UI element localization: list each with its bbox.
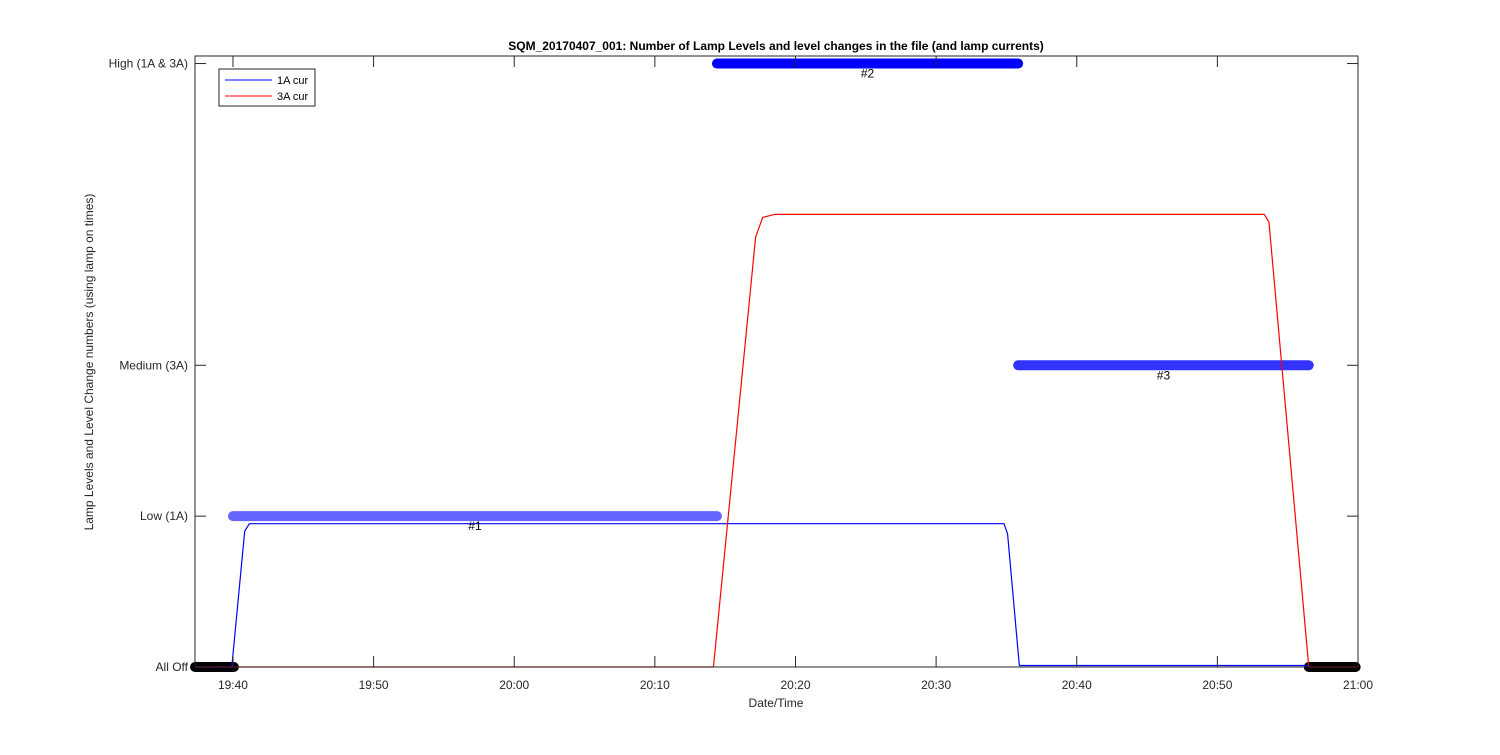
- segment-label: #1: [468, 519, 482, 533]
- y-axis-label: Lamp Levels and Level Change numbers (us…: [82, 194, 96, 531]
- y-tick-label: Medium (3A): [119, 358, 188, 372]
- x-tick-label: 20:40: [1062, 678, 1092, 692]
- chart-title: SQM_20170407_001: Number of Lamp Levels …: [508, 39, 1044, 53]
- legend-label-1a: 1A cur: [277, 75, 309, 87]
- ticks: 19:40 19:50 20:00 20:10 20:20 20:30 20:40 20:50…: [109, 56, 1373, 692]
- x-axis-label: Date/Time: [749, 696, 804, 710]
- axes-box: [194, 55, 1359, 668]
- series-line-1a-cur: [195, 523, 1309, 668]
- legend: 1A cur 3A cur: [218, 68, 316, 107]
- segment-label: #2: [861, 67, 875, 81]
- x-tick-label: 20:50: [1202, 678, 1232, 692]
- segment-label: #3: [1157, 368, 1171, 382]
- legend-label-3a: 3A cur: [277, 91, 309, 103]
- x-tick-label: 19:40: [218, 678, 248, 692]
- x-tick-label: 20:30: [921, 678, 951, 692]
- x-tick-label: 20:20: [780, 678, 810, 692]
- x-tick-label: 20:00: [499, 678, 529, 692]
- y-tick-label: All Off: [156, 660, 189, 674]
- y-tick-label: Low (1A): [140, 509, 188, 523]
- x-tick-label: 19:50: [359, 678, 389, 692]
- plot-marks: #1 #2 #3: [190, 58, 1361, 672]
- x-tick-label: 20:10: [640, 678, 670, 692]
- x-tick-label: 21:00: [1343, 678, 1373, 692]
- series-line-3a-cur: [195, 213, 1358, 668]
- y-tick-label: High (1A & 3A): [109, 57, 188, 71]
